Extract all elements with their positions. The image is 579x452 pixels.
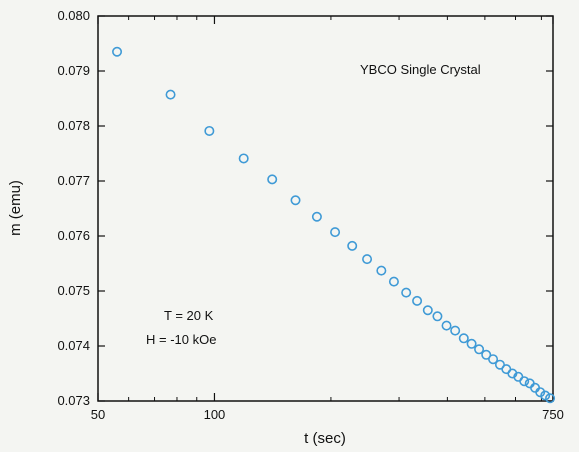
data-point-0-27 [519,376,530,387]
data-point-0-0 [112,46,123,57]
annotation-field: H = -10 kOe [146,332,216,347]
data-point-0-12 [401,287,412,298]
data-points [112,46,556,404]
y-tick-label-3: 0.076 [57,228,90,243]
data-point-0-8 [347,240,358,251]
data-point-0-5 [290,195,301,206]
data-point-0-32 [545,393,556,404]
data-point-0-2 [204,125,215,136]
data-point-0-11 [388,276,399,287]
data-point-0-1 [165,89,176,100]
y-tick-label-7: 0.080 [57,8,90,23]
annotation-sample: YBCO Single Crystal [360,62,481,77]
data-point-0-13 [412,295,423,306]
annotation-temperature: T = 20 K [164,308,214,323]
data-point-0-18 [458,333,469,344]
data-point-0-14 [422,305,433,316]
data-point-0-19 [466,338,477,349]
data-point-0-16 [441,320,452,331]
y-axis-title: m (emu) [7,180,24,236]
data-point-0-17 [450,325,461,336]
data-point-0-31 [540,390,551,401]
y-tick-label-5: 0.078 [57,118,90,133]
data-point-0-30 [535,387,546,398]
data-point-0-6 [311,211,322,222]
plot-frame [97,15,554,402]
data-point-0-4 [267,174,278,185]
data-point-0-20 [474,344,485,355]
data-point-0-7 [330,227,341,238]
data-point-0-3 [238,153,249,164]
tick-labels: 0.073 0.074 0.075 0.076 0.077 0.078 0.079 0.080… [57,8,563,422]
data-point-0-28 [524,378,535,389]
x-tick-label-2: 750 [542,407,564,422]
data-point-0-9 [362,254,373,265]
ticks [97,15,554,402]
y-tick-label-1: 0.074 [57,338,90,353]
data-point-0-15 [432,311,443,322]
data-point-0-22 [488,354,499,365]
x-tick-label-0: 50 [91,407,105,422]
y-tick-label-6: 0.079 [57,63,90,78]
data-point-0-21 [481,349,492,360]
x-axis-title: t (sec) [304,430,346,447]
data-point-0-10 [376,265,387,276]
y-tick-label-4: 0.077 [57,173,90,188]
x-tick-label-1: 100 [204,407,226,422]
y-tick-label-0: 0.073 [57,393,90,408]
y-tick-label-2: 0.075 [57,283,90,298]
